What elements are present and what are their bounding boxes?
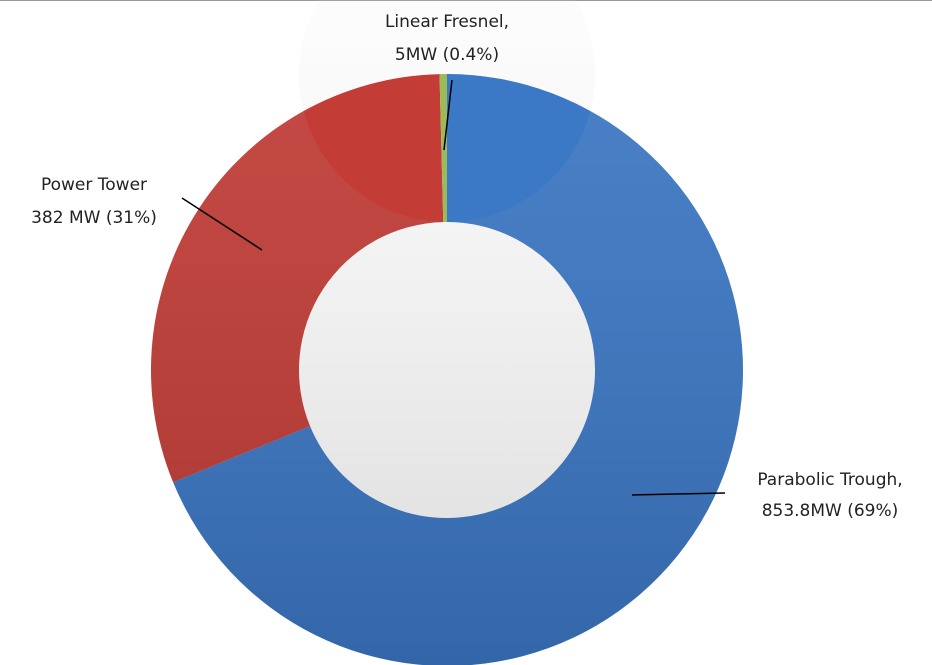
leader-line bbox=[181, 197, 263, 251]
leader-line bbox=[443, 79, 453, 151]
leader-line bbox=[631, 492, 726, 496]
slice-label: Linear Fresnel, bbox=[385, 12, 509, 32]
slice-value-label: 382 MW (31%) bbox=[31, 208, 157, 228]
slice-label: Power Tower bbox=[41, 175, 147, 195]
slice-value-label: 853.8MW (69%) bbox=[762, 501, 899, 521]
donut-slice bbox=[439, 74, 447, 223]
slice-label: Parabolic Trough, bbox=[757, 470, 902, 490]
slice-value-label: 5MW (0.4%) bbox=[395, 45, 499, 65]
shading bbox=[151, 0, 743, 665]
